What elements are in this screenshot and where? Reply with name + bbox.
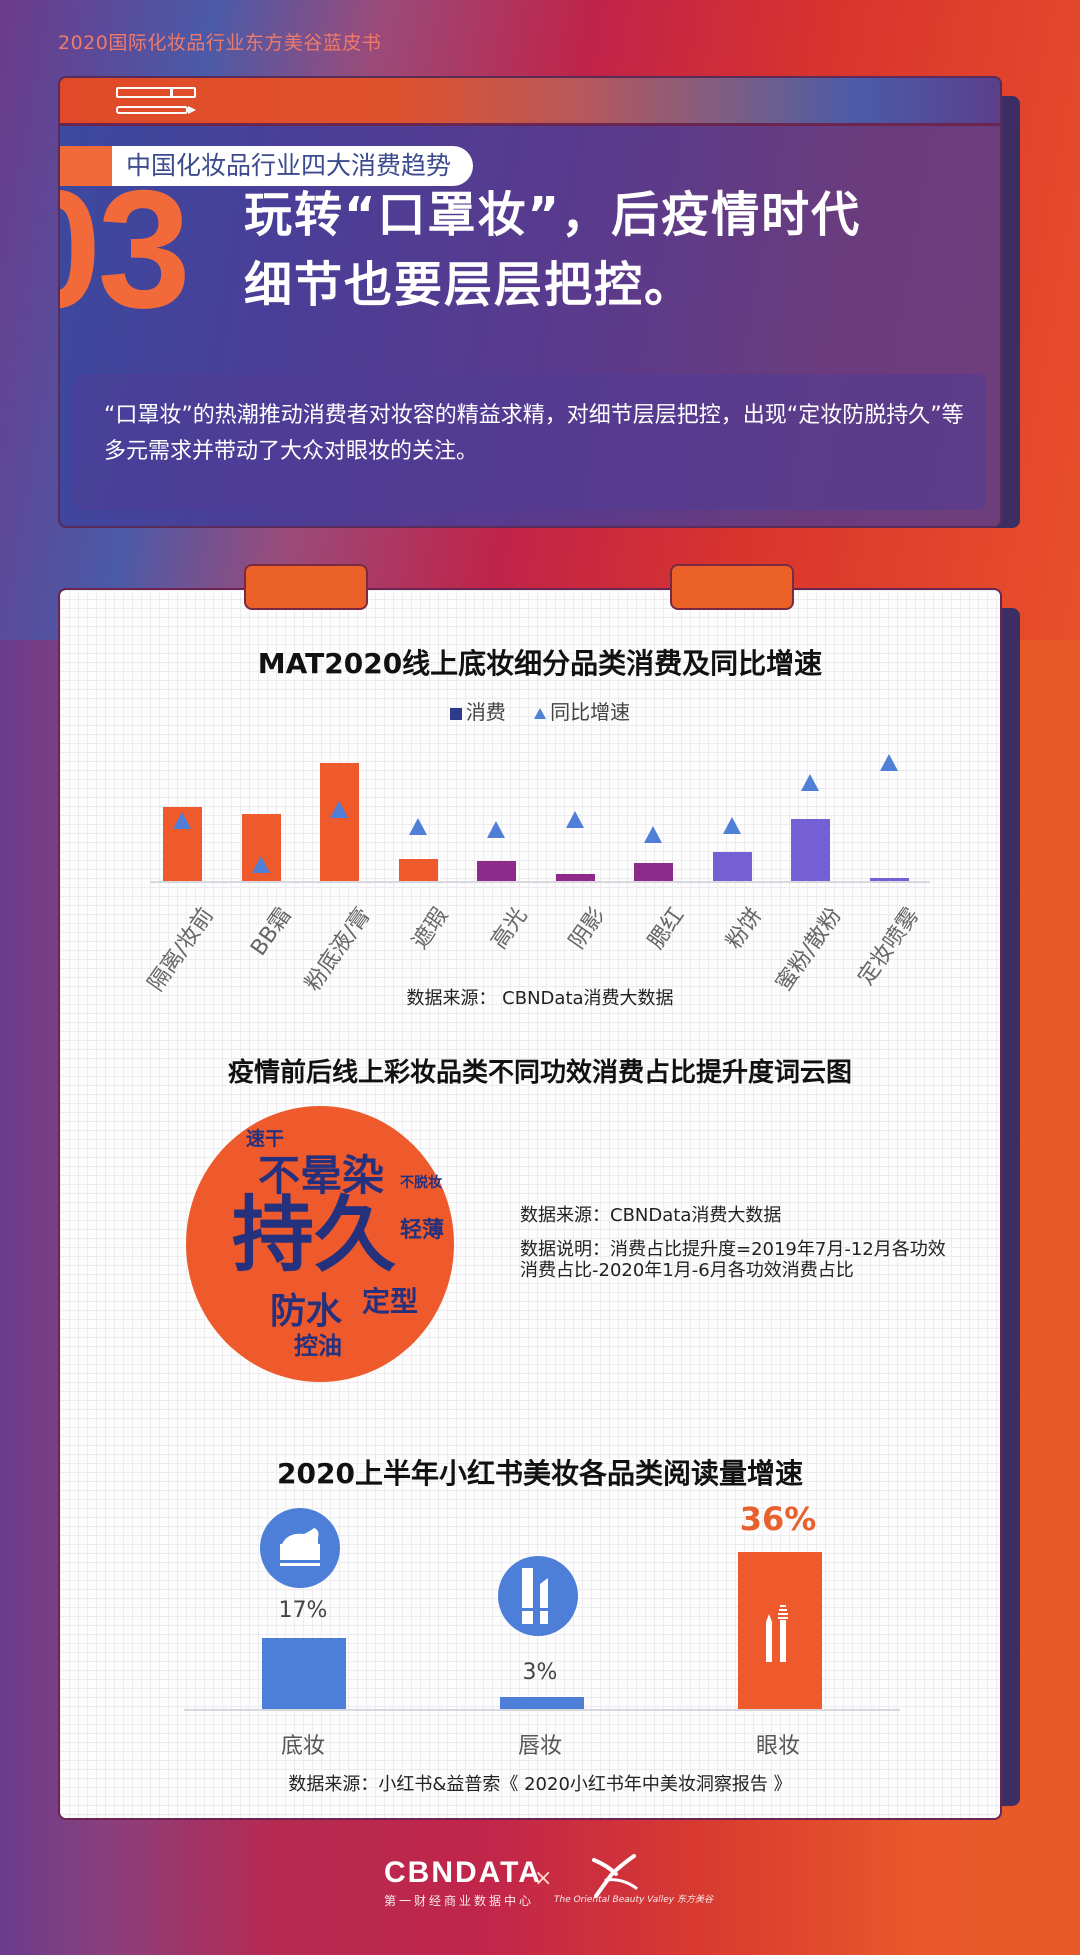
chart3-x-axis	[184, 1709, 900, 1711]
chart2-title: 疫情前后线上彩妆品类不同功效消费占比提升度词云图	[227, 1058, 852, 1088]
growth-marker-triangle-icon	[801, 774, 819, 791]
growth-marker-triangle-icon	[408, 818, 427, 835]
growth-marker-triangle-icon	[330, 801, 348, 818]
cream-jar-icon	[260, 1508, 340, 1588]
chart1-plot	[150, 740, 930, 885]
bar-spend	[634, 863, 673, 881]
growth-marker-triangle-icon	[722, 817, 741, 834]
page-caption: 2020国际化妆品行业东方美谷蓝皮书	[58, 32, 382, 54]
bar-eye-makeup	[738, 1552, 822, 1710]
bar-spend	[869, 878, 909, 881]
cbndata-logo: CBNDATA 第一财经商业数据中心	[384, 1858, 542, 1909]
bar-spend	[477, 861, 516, 881]
legend-label-growth: 同比增速	[550, 700, 631, 724]
pct-label-lip: 3%	[522, 1660, 558, 1685]
chart1-title: MAT2020线上底妆细分品类消费及同比增速	[257, 647, 823, 680]
chart3-source: 数据来源：小红书&益普索《 2020小红书年中美妆洞察报告 》	[288, 1774, 792, 1795]
word-butuozhuang: 不脱妆	[400, 1175, 442, 1191]
oriental-beauty-valley-text: The Oriental Beauty Valley 东方美谷	[554, 1895, 713, 1905]
bar-spend	[712, 852, 752, 881]
lipstick-icon	[498, 1556, 578, 1636]
word-sugan: 速干	[246, 1128, 285, 1150]
word-cloud: 速干 不晕染 不脱妆 持久 轻薄 防水 定型 控油	[186, 1106, 454, 1382]
legend-square-icon	[449, 707, 462, 720]
growth-marker-triangle-icon	[644, 826, 662, 843]
category-eye: 眼妆	[755, 1734, 800, 1759]
headline: 玩转“口罩妆”，后疫情时代 细节也要层层把控。	[244, 180, 861, 320]
trend-tag: 中国化妆品行业四大消费趋势	[60, 146, 474, 186]
description-box	[74, 374, 986, 510]
bar-spend	[555, 874, 595, 881]
description-text: “口罩妆”的热潮推动消费者对妆容的精益求精，对细节层层把控，出现“定妆防脱持久”…	[104, 403, 964, 464]
bar-base-makeup	[262, 1638, 346, 1710]
header-card: 中国化妆品行业四大消费趋势 03 玩转“口罩妆”，后疫情时代 细节也要层层把控。…	[58, 76, 1002, 528]
chart1-source: 数据来源： CBNData消费大数据	[406, 988, 674, 1009]
legend-triangle-icon	[534, 708, 547, 719]
oriental-beauty-valley-logo-icon	[592, 1854, 638, 1898]
chart2-note-line-2: 消费占比-2020年1月-6月各功效消费占比	[520, 1260, 854, 1281]
binder-clip-left	[244, 564, 368, 610]
trend-tag-accent	[60, 146, 112, 186]
chart2-note-line-1: 数据说明：消费占比提升度=2019年7月-12月各功效	[520, 1239, 946, 1260]
bar-spend	[791, 819, 830, 881]
legend-label-spend: 消费	[465, 700, 506, 724]
chart1-legend: 消费 同比增速	[0, 696, 1080, 725]
headline-line-1: 玩转“口罩妆”，后疫情时代	[244, 187, 862, 243]
cbndata-subtitle: 第一财经商业数据中心	[384, 1894, 535, 1908]
category-base: 底妆	[280, 1734, 325, 1759]
chart3-title: 2020上半年小红书美妆各品类阅读量增速	[277, 1457, 803, 1490]
word-fangshui: 防水	[270, 1291, 343, 1332]
trend-tag-label: 中国化妆品行业四大消费趋势	[112, 146, 474, 186]
headline-line-2: 细节也要层层把控。	[244, 257, 695, 313]
growth-marker-triangle-icon	[879, 754, 898, 771]
collab-separator: ×	[534, 1866, 553, 1891]
word-chijiu: 持久	[232, 1188, 397, 1283]
cbndata-wordmark: CBNDATA	[384, 1856, 542, 1889]
bar-lip-makeup	[500, 1697, 584, 1710]
eyeliner-mascara-icon	[766, 1605, 788, 1662]
growth-marker-triangle-icon	[487, 821, 505, 838]
growth-marker-triangle-icon	[173, 812, 191, 829]
chart2-source: 数据来源：CBNData消费大数据	[520, 1205, 782, 1226]
word-kongyou: 控油	[294, 1332, 342, 1360]
header-card-band	[60, 78, 1000, 126]
pen-notepad-icon	[116, 87, 198, 119]
bar-spend	[398, 859, 438, 881]
section-number: 03	[60, 155, 191, 343]
bar-spend	[320, 763, 359, 881]
binder-clip-right	[670, 564, 794, 610]
chart1-x-axis	[150, 881, 930, 883]
growth-marker-triangle-icon	[565, 811, 584, 828]
pct-label-eye: 36%	[739, 1500, 817, 1538]
growth-marker-triangle-icon	[251, 856, 270, 873]
word-qingbo: 轻薄	[400, 1218, 445, 1243]
word-dingxing: 定型	[362, 1285, 419, 1318]
pct-label-base: 17%	[278, 1598, 328, 1623]
word-buyunran: 不晕染	[258, 1151, 385, 1200]
category-lip: 唇妆	[517, 1734, 562, 1759]
